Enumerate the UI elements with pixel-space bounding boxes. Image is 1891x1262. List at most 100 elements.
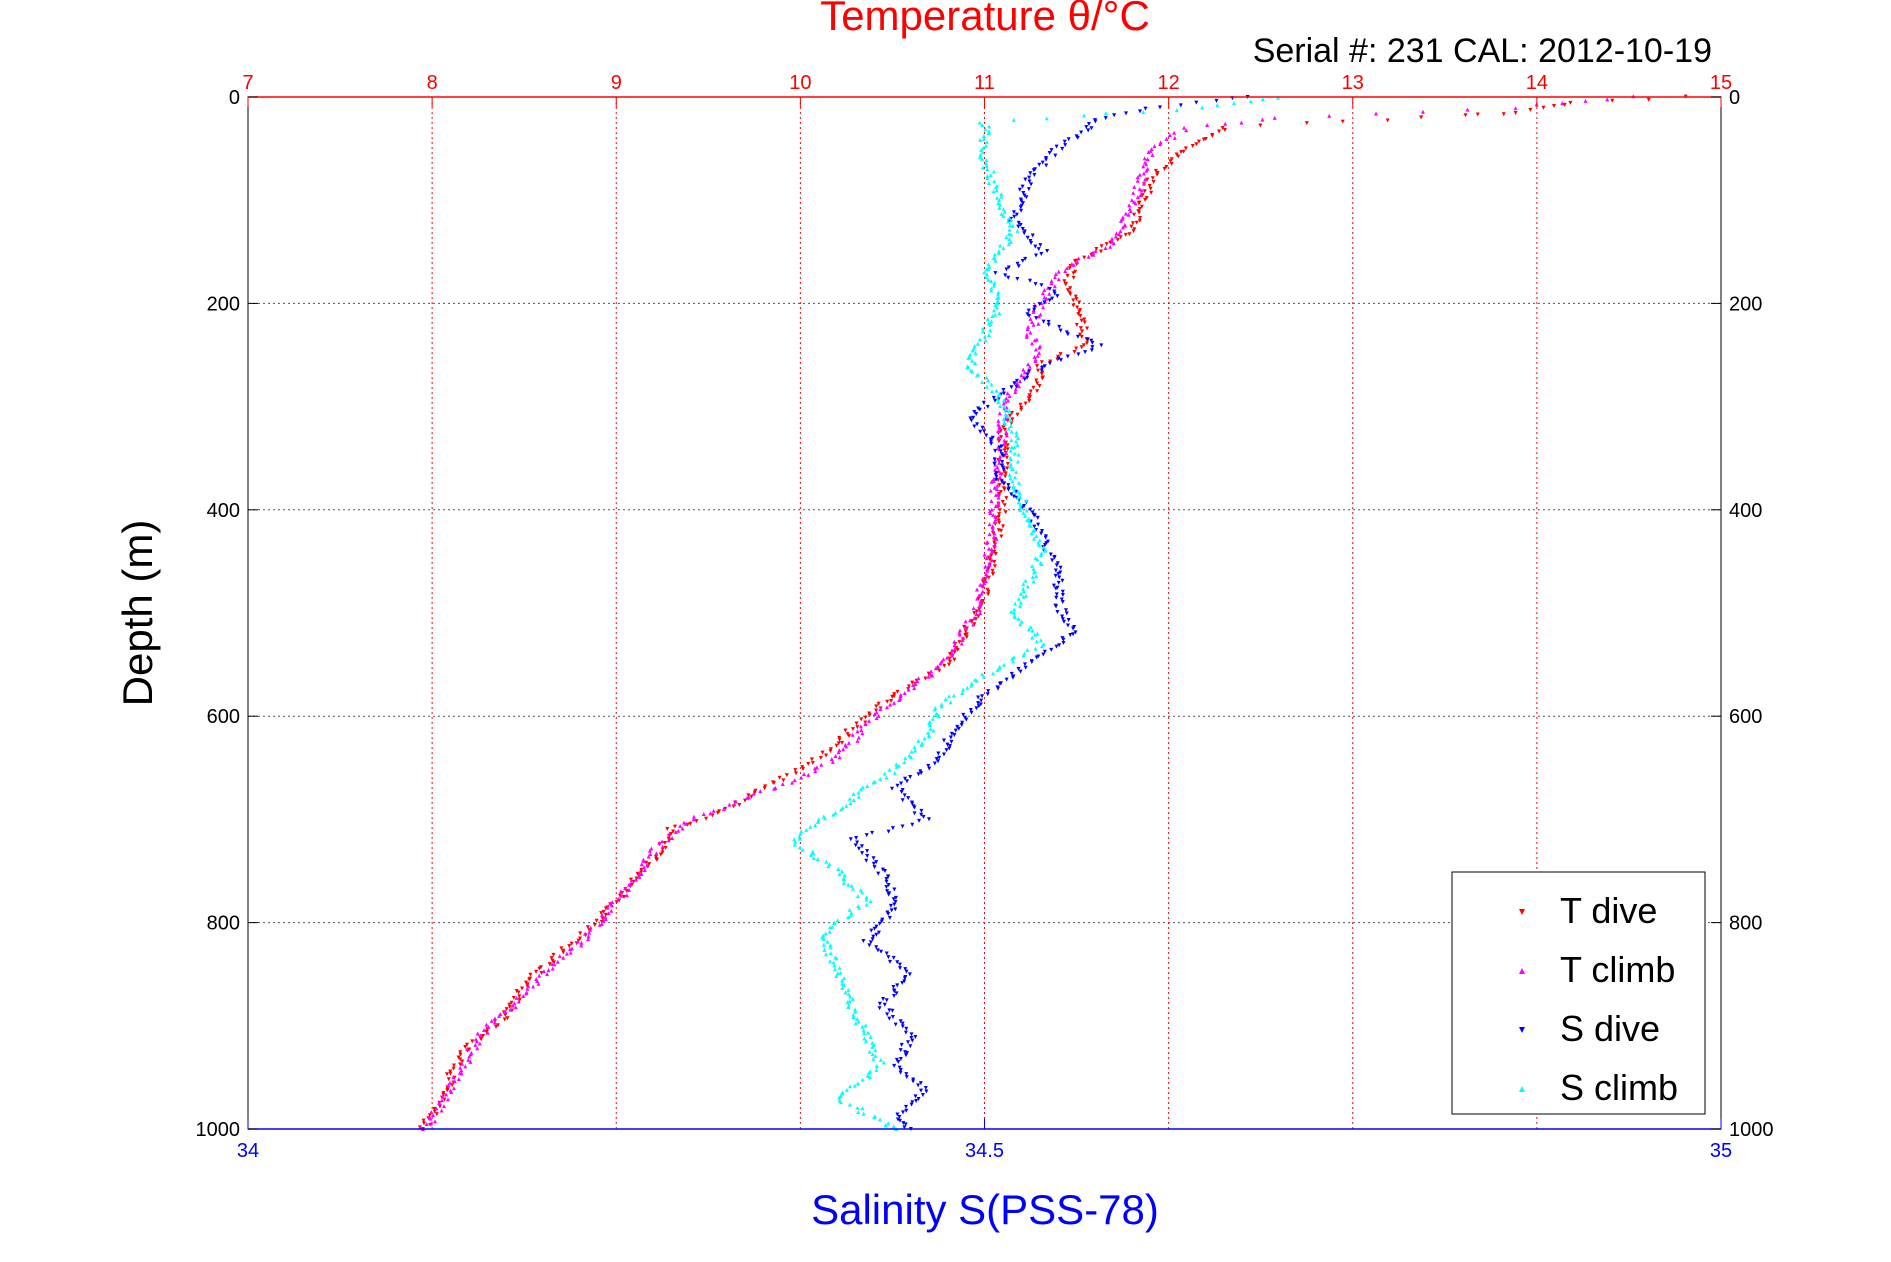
data-point [459,1071,464,1076]
data-point [972,409,977,414]
data-point [1079,334,1084,339]
data-point [812,766,817,771]
data-point [1046,322,1051,327]
data-point [945,742,950,747]
data-point [986,689,991,694]
data-point [855,738,860,743]
data-point [964,717,969,722]
data-point [1086,254,1091,259]
data-point [977,120,982,125]
data-point [999,444,1004,449]
data-point [1032,338,1037,343]
data-point [458,1062,463,1067]
data-point [917,818,922,823]
data-point [847,796,852,801]
data-point [1205,123,1210,128]
legend-box [1451,871,1706,1115]
data-point [892,887,897,892]
data-point [478,1033,483,1038]
y-tick-label-right: 1000 [1729,1119,1774,1141]
data-point [1031,309,1036,314]
data-point [446,1083,451,1088]
data-point [872,926,877,931]
data-point [865,1030,870,1035]
data-point [1220,125,1225,130]
data-point [972,424,977,429]
data-point [1031,168,1036,173]
sal-tick-label: 35 [1710,1140,1732,1162]
data-point [806,772,811,777]
data-point [827,929,832,934]
data-point [1012,607,1017,612]
data-point [1016,220,1021,225]
data-point [1002,427,1007,432]
data-point [813,823,818,828]
data-point [923,1086,928,1091]
data-point [616,896,621,901]
data-point [858,787,863,792]
data-point [1583,98,1588,103]
data-point [1091,252,1096,257]
data-point [1113,234,1118,239]
data-point [949,653,954,658]
data-point [835,918,840,923]
data-point [989,279,994,284]
data-point [902,793,907,798]
data-point [871,856,876,861]
data-point [1079,318,1084,323]
data-point [992,281,997,286]
data-point [1196,139,1201,144]
data-point [952,733,957,738]
data-point [670,836,675,841]
data-point [943,697,948,702]
data-point [955,647,960,652]
data-point [1129,224,1134,229]
data-point [979,591,984,596]
data-point [517,997,522,1002]
data-point [458,1050,463,1055]
data-point [1012,610,1017,615]
data-point [1008,239,1013,244]
data-point [996,502,1001,507]
data-point [1027,364,1032,369]
data-point [981,145,986,150]
data-point [1145,157,1150,162]
data-point [1032,173,1037,178]
data-point [1079,345,1084,350]
data-point [1029,531,1034,536]
data-point [1007,413,1012,418]
data-point [897,1114,902,1119]
data-point [995,465,1000,470]
data-point [1091,250,1096,255]
data-point [660,839,665,844]
data-point [860,731,865,736]
data-point [864,858,869,863]
data-point [972,611,977,616]
data-point [986,592,991,597]
data-point [988,437,993,442]
data-point [933,712,938,717]
data-point [947,652,952,657]
data-point [988,328,993,333]
data-point [648,852,653,857]
data-point [1009,609,1014,614]
data-point [988,173,993,178]
data-point [850,996,855,1001]
data-point [1176,154,1181,159]
data-point [1020,184,1025,189]
data-point [916,738,921,743]
data-point [932,761,937,766]
data-point [534,969,539,974]
data-point [1143,197,1148,202]
data-point [1009,429,1014,434]
data-point [848,994,853,999]
data-point [758,789,763,794]
chart-title: Temperature θ/°C [820,0,1150,39]
data-point [445,1088,450,1093]
data-point [1007,236,1012,241]
data-point [853,1007,858,1012]
data-point [848,801,853,806]
data-point [978,429,983,434]
data-point [561,950,566,955]
data-point [1134,220,1139,225]
